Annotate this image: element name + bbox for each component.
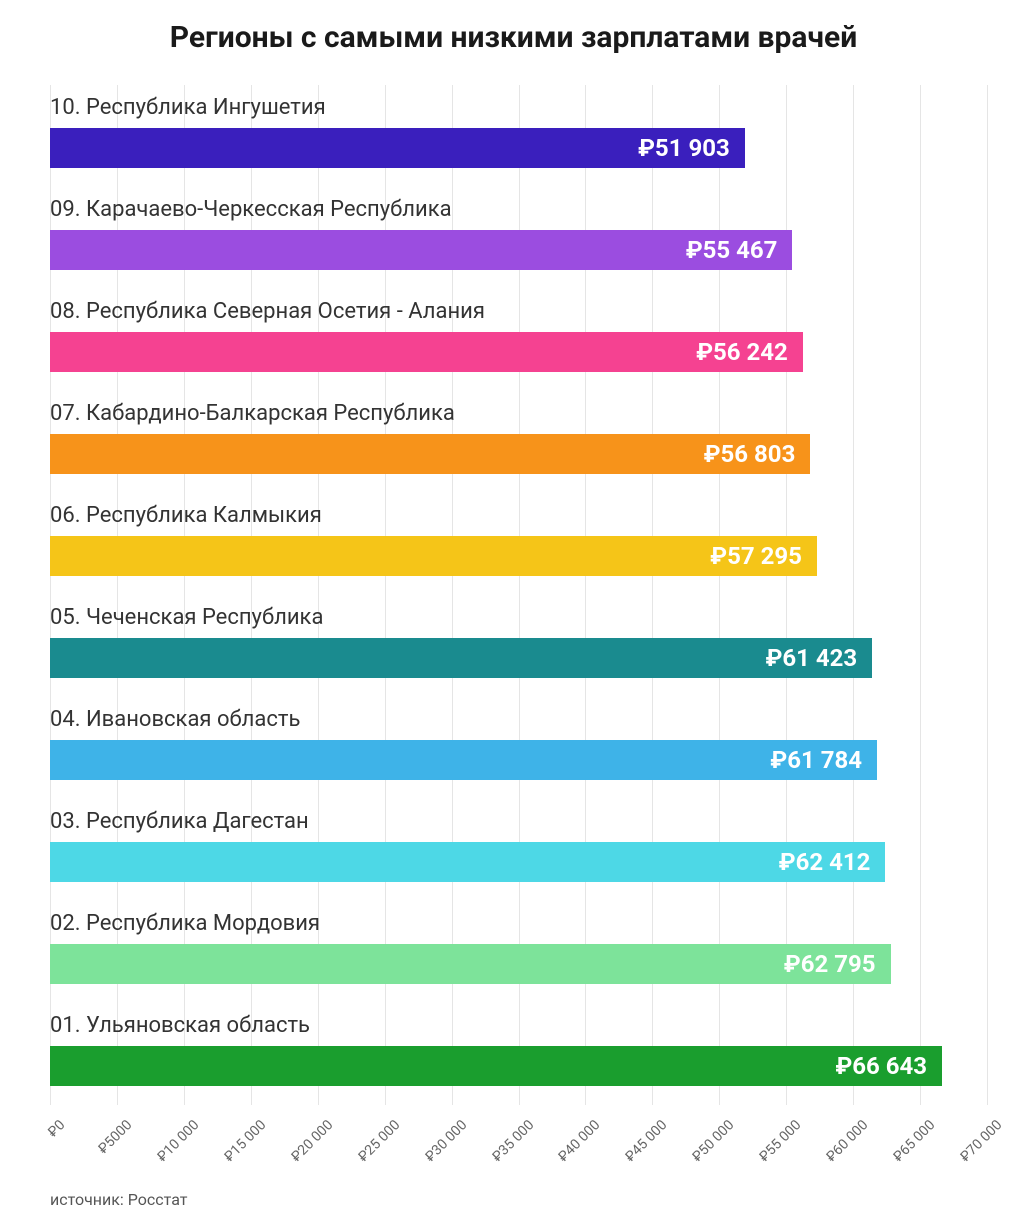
row-rank: 07. <box>50 401 81 426</box>
row-rank: 10. <box>50 95 81 120</box>
x-axis: ₽0₽5000₽10 000₽15 000₽20 000₽25 000₽30 0… <box>50 1110 987 1180</box>
bar-wrap: ₽57 295 <box>50 536 987 576</box>
bar-value: ₽66 643 <box>835 1052 927 1080</box>
bar-value: ₽57 295 <box>710 542 802 570</box>
row-rank: 01. <box>50 1013 81 1038</box>
row-label: 06. Республика Калмыкия <box>50 503 987 528</box>
bar-value: ₽56 803 <box>704 440 796 468</box>
chart-row: 03. Республика Дагестан ₽62 412 <box>50 799 987 901</box>
bar-value: ₽62 412 <box>779 848 871 876</box>
x-tick: ₽10 000 <box>154 1117 202 1165</box>
bar: ₽56 242 <box>50 332 803 372</box>
bar-value: ₽55 467 <box>686 236 778 264</box>
x-tick: ₽45 000 <box>623 1117 671 1165</box>
chart-row: 08. Республика Северная Осетия - Алания ₽… <box>50 289 987 391</box>
bar-value: ₽61 423 <box>765 644 857 672</box>
x-tick: ₽35 000 <box>489 1117 537 1165</box>
bar: ₽62 795 <box>50 944 891 984</box>
bar-wrap: ₽51 903 <box>50 128 987 168</box>
x-tick: ₽5000 <box>95 1117 135 1157</box>
row-region: Республика Мордовия <box>81 911 320 936</box>
chart-area: 10. Республика Ингушетия ₽51 903 09. Карач… <box>30 85 997 1180</box>
row-rank: 04. <box>50 707 81 732</box>
row-region: Кабардино-Балкарская Республика <box>81 401 455 426</box>
chart-row: 02. Республика Мордовия ₽62 795 <box>50 901 987 1003</box>
x-tick: ₽30 000 <box>422 1117 470 1165</box>
row-region: Республика Калмыкия <box>81 503 322 528</box>
x-tick: ₽60 000 <box>823 1117 871 1165</box>
chart-row: 05. Чеченская Республика ₽61 423 <box>50 595 987 697</box>
row-rank: 05. <box>50 605 81 630</box>
row-region: Республика Ингушетия <box>81 95 326 120</box>
row-label: 01. Ульяновская область <box>50 1013 987 1038</box>
bar-value: ₽51 903 <box>638 134 730 162</box>
chart-row: 06. Республика Калмыкия ₽57 295 <box>50 493 987 595</box>
x-tick: ₽15 000 <box>221 1117 269 1165</box>
row-label: 04. Ивановская область <box>50 707 987 732</box>
bar-wrap: ₽56 242 <box>50 332 987 372</box>
row-region: Ивановская область <box>81 707 301 732</box>
row-region: Республика Дагестан <box>81 809 309 834</box>
row-label: 10. Республика Ингушетия <box>50 95 987 120</box>
bar-value: ₽56 242 <box>696 338 788 366</box>
x-tick: ₽0 <box>45 1117 68 1140</box>
bar: ₽56 803 <box>50 434 810 474</box>
row-label: 03. Республика Дагестан <box>50 809 987 834</box>
chart-row: 07. Кабардино-Балкарская Республика ₽56 8… <box>50 391 987 493</box>
bar-wrap: ₽62 795 <box>50 944 987 984</box>
bar: ₽61 784 <box>50 740 877 780</box>
row-rank: 08. <box>50 299 81 324</box>
bar-value: ₽61 784 <box>770 746 862 774</box>
bar-wrap: ₽55 467 <box>50 230 987 270</box>
x-tick: ₽40 000 <box>556 1117 604 1165</box>
row-label: 02. Республика Мордовия <box>50 911 987 936</box>
row-region: Карачаево-Черкесская Республика <box>81 197 452 222</box>
gridline <box>987 85 988 1105</box>
x-tick: ₽65 000 <box>890 1117 938 1165</box>
bar-value: ₽62 795 <box>784 950 876 978</box>
bar: ₽51 903 <box>50 128 745 168</box>
chart-row: 09. Карачаево-Черкесская Республика ₽55 4… <box>50 187 987 289</box>
x-tick: ₽20 000 <box>288 1117 336 1165</box>
x-tick: ₽50 000 <box>690 1117 738 1165</box>
bar-wrap: ₽62 412 <box>50 842 987 882</box>
row-region: Республика Северная Осетия - Алания <box>81 299 485 324</box>
x-tick: ₽55 000 <box>756 1117 804 1165</box>
bar: ₽57 295 <box>50 536 817 576</box>
chart-plot: 10. Республика Ингушетия ₽51 903 09. Карач… <box>50 85 987 1105</box>
chart-rows: 10. Республика Ингушетия ₽51 903 09. Карач… <box>50 85 987 1105</box>
bar-wrap: ₽56 803 <box>50 434 987 474</box>
chart-row: 10. Республика Ингушетия ₽51 903 <box>50 85 987 187</box>
bar: ₽66 643 <box>50 1046 942 1086</box>
row-label: 09. Карачаево-Черкесская Республика <box>50 197 987 222</box>
bar: ₽62 412 <box>50 842 885 882</box>
row-region: Чеченская Республика <box>81 605 324 630</box>
row-region: Ульяновская область <box>81 1013 310 1038</box>
bar-wrap: ₽61 423 <box>50 638 987 678</box>
chart-row: 04. Ивановская область ₽61 784 <box>50 697 987 799</box>
bar: ₽61 423 <box>50 638 872 678</box>
bar-wrap: ₽66 643 <box>50 1046 987 1086</box>
chart-row: 01. Ульяновская область ₽66 643 <box>50 1003 987 1105</box>
row-rank: 09. <box>50 197 81 222</box>
row-label: 07. Кабардино-Балкарская Республика <box>50 401 987 426</box>
bar-wrap: ₽61 784 <box>50 740 987 780</box>
row-rank: 02. <box>50 911 81 936</box>
row-label: 05. Чеченская Республика <box>50 605 987 630</box>
row-label: 08. Республика Северная Осетия - Алания <box>50 299 987 324</box>
x-tick: ₽70 000 <box>957 1117 1005 1165</box>
row-rank: 03. <box>50 809 81 834</box>
chart-title: Регионы с самыми низкими зарплатами врач… <box>30 20 997 55</box>
x-tick: ₽25 000 <box>355 1117 403 1165</box>
row-rank: 06. <box>50 503 81 528</box>
bar: ₽55 467 <box>50 230 792 270</box>
